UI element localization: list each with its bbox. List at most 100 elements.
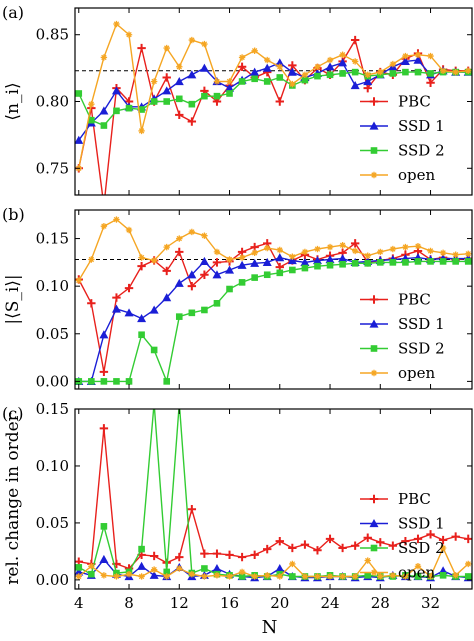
legend: PBC SSD 1 SSD 2 open xyxy=(360,291,445,382)
data-point xyxy=(213,78,221,85)
data-point xyxy=(363,83,372,93)
data-point xyxy=(389,60,397,68)
data-point xyxy=(138,331,145,339)
y-tick-label: 0.80 xyxy=(36,93,69,111)
data-point xyxy=(464,534,472,544)
data-point xyxy=(176,565,183,572)
data-point xyxy=(199,256,209,266)
data-point xyxy=(439,67,447,74)
legend-marker xyxy=(369,319,379,328)
data-point xyxy=(401,536,410,546)
legend-label: open xyxy=(398,166,436,184)
x-tick-label: 4 xyxy=(74,594,84,612)
data-point xyxy=(151,400,158,407)
legend-label: SSD 1 xyxy=(398,315,445,333)
data-point xyxy=(176,400,183,407)
data-point xyxy=(364,260,372,267)
data-point xyxy=(175,313,183,320)
data-point xyxy=(100,122,108,129)
legend-label: PBC xyxy=(398,93,431,111)
series-line xyxy=(78,218,469,281)
data-point xyxy=(237,260,247,269)
data-point xyxy=(325,62,335,71)
data-point xyxy=(212,549,222,558)
data-point xyxy=(377,573,384,580)
data-point xyxy=(389,70,397,77)
x-axis-label: N xyxy=(262,617,278,638)
plot-area xyxy=(75,20,472,209)
legend-label: PBC xyxy=(398,291,431,309)
data-point xyxy=(113,216,120,223)
data-point xyxy=(301,264,309,272)
data-point xyxy=(213,248,221,256)
data-point xyxy=(452,258,459,265)
data-point xyxy=(176,235,183,242)
data-point xyxy=(137,43,146,53)
data-point xyxy=(314,245,321,253)
data-point xyxy=(111,304,121,313)
data-point xyxy=(439,249,447,257)
data-point xyxy=(363,533,372,542)
data-point xyxy=(413,55,423,64)
data-point xyxy=(150,257,158,264)
data-point xyxy=(175,247,184,257)
data-point xyxy=(289,560,296,568)
legend: PBC SSD 1 SSD 2 open xyxy=(360,490,445,582)
data-point xyxy=(99,367,109,377)
data-point xyxy=(250,258,260,267)
data-point xyxy=(175,110,184,120)
data-point xyxy=(138,254,145,261)
legend-marker xyxy=(370,345,378,352)
data-point xyxy=(125,570,133,578)
data-point xyxy=(465,67,472,74)
data-point xyxy=(439,544,447,552)
data-point xyxy=(75,573,82,580)
data-point xyxy=(464,573,472,580)
data-point xyxy=(376,538,385,547)
data-point xyxy=(162,86,172,95)
data-point xyxy=(149,305,159,314)
data-point xyxy=(276,246,283,254)
data-point xyxy=(100,201,108,209)
data-point xyxy=(413,534,423,544)
data-point xyxy=(326,56,334,64)
data-point xyxy=(414,242,422,250)
data-point xyxy=(175,95,183,103)
data-point xyxy=(124,308,134,317)
data-point xyxy=(162,73,171,82)
data-point xyxy=(339,260,346,268)
data-point xyxy=(338,254,348,263)
data-point xyxy=(251,274,258,281)
data-point xyxy=(113,107,120,115)
data-point xyxy=(414,258,422,265)
data-point xyxy=(150,346,158,354)
data-point xyxy=(113,378,120,385)
data-point xyxy=(237,552,247,562)
legend-marker xyxy=(370,369,378,377)
data-point xyxy=(238,573,246,580)
data-point xyxy=(200,549,209,558)
plot-area xyxy=(75,400,472,582)
data-point xyxy=(138,106,145,113)
data-point xyxy=(400,56,410,66)
data-point xyxy=(325,534,335,544)
data-point xyxy=(138,573,145,580)
y-tick-label: 0.85 xyxy=(36,26,69,44)
data-point xyxy=(176,63,183,70)
panel-label: (a) xyxy=(2,3,24,22)
data-point xyxy=(264,572,271,579)
data-point xyxy=(138,545,145,553)
y-tick-label: 0.00 xyxy=(36,571,69,589)
data-point xyxy=(99,330,109,339)
legend: PBC SSD 1 SSD 2 open xyxy=(360,93,445,184)
data-point xyxy=(287,67,297,76)
data-point xyxy=(414,563,422,570)
data-point xyxy=(426,530,435,539)
data-point xyxy=(199,63,209,72)
data-point xyxy=(364,557,371,564)
data-point xyxy=(289,266,296,274)
data-point xyxy=(75,135,84,144)
data-point xyxy=(138,127,145,135)
data-point xyxy=(238,279,246,286)
